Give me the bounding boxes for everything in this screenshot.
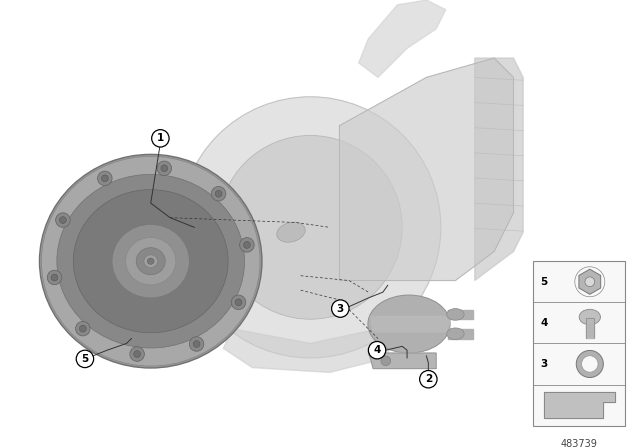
Ellipse shape [112, 224, 189, 298]
Ellipse shape [368, 295, 450, 353]
Circle shape [244, 241, 250, 248]
Circle shape [102, 175, 108, 182]
Text: 1: 1 [157, 134, 164, 143]
Circle shape [585, 277, 595, 287]
Circle shape [332, 300, 349, 317]
Ellipse shape [40, 155, 262, 368]
Circle shape [157, 161, 172, 176]
Circle shape [152, 129, 169, 147]
Text: 5: 5 [81, 354, 88, 364]
Circle shape [218, 135, 402, 319]
Circle shape [369, 341, 386, 359]
Circle shape [180, 97, 441, 358]
Ellipse shape [447, 328, 464, 340]
Text: 483739: 483739 [561, 439, 597, 448]
Circle shape [235, 299, 242, 306]
Circle shape [47, 270, 61, 285]
Ellipse shape [144, 255, 157, 267]
Text: 3: 3 [541, 359, 548, 369]
Polygon shape [586, 318, 594, 338]
Circle shape [56, 213, 70, 227]
Ellipse shape [42, 156, 260, 366]
Ellipse shape [276, 222, 305, 242]
Polygon shape [339, 58, 513, 280]
Circle shape [211, 186, 226, 201]
Polygon shape [475, 58, 523, 280]
Ellipse shape [447, 309, 464, 320]
Circle shape [239, 237, 254, 252]
Ellipse shape [74, 190, 228, 333]
Ellipse shape [147, 258, 154, 264]
Circle shape [60, 217, 67, 224]
Circle shape [189, 337, 204, 351]
Circle shape [420, 370, 437, 388]
Circle shape [51, 274, 58, 281]
Polygon shape [223, 300, 397, 372]
Text: 3: 3 [337, 304, 344, 314]
Ellipse shape [57, 174, 244, 348]
Polygon shape [448, 329, 473, 339]
Polygon shape [448, 310, 473, 319]
Circle shape [76, 321, 90, 336]
Circle shape [79, 325, 86, 332]
Circle shape [97, 171, 112, 185]
Text: 4: 4 [373, 345, 381, 355]
Circle shape [134, 351, 141, 358]
Circle shape [161, 165, 168, 172]
Circle shape [193, 340, 200, 347]
Text: 5: 5 [541, 277, 548, 287]
Circle shape [76, 350, 93, 368]
Text: 2: 2 [425, 374, 432, 384]
Ellipse shape [125, 237, 176, 285]
Ellipse shape [136, 248, 165, 275]
Circle shape [381, 356, 390, 366]
Polygon shape [369, 353, 436, 369]
Text: 4: 4 [541, 318, 548, 328]
Circle shape [231, 295, 246, 310]
Polygon shape [545, 392, 615, 418]
Ellipse shape [579, 309, 600, 325]
Bar [533, 261, 625, 426]
Polygon shape [371, 316, 451, 332]
Polygon shape [358, 0, 445, 78]
Circle shape [582, 356, 598, 372]
Circle shape [130, 347, 145, 362]
Circle shape [215, 190, 222, 197]
Circle shape [576, 350, 604, 378]
